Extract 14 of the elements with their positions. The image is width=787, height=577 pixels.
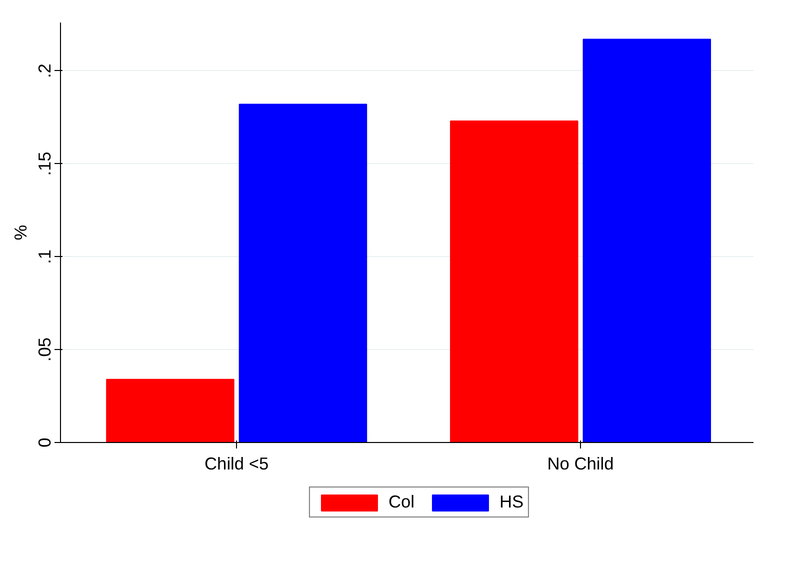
bar [450, 120, 578, 442]
y-tick-label: .15 [34, 152, 54, 176]
y-tick-label: 0 [34, 438, 54, 448]
y-tick-label: .2 [34, 64, 54, 78]
legend-label: HS [499, 492, 524, 512]
y-tick-label: .1 [34, 249, 54, 264]
y-tick-label: .05 [34, 338, 54, 362]
y-axis-title: % [10, 224, 30, 240]
x-tick-label: Child <5 [204, 454, 269, 474]
x-tick-label: No Child [547, 454, 614, 474]
bar [238, 104, 368, 442]
legend-label: Col [388, 492, 414, 512]
bar [582, 38, 712, 442]
bar [106, 378, 234, 442]
